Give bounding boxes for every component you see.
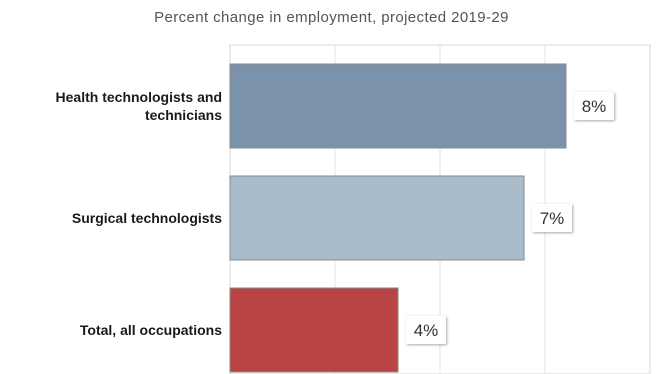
bar	[229, 63, 567, 149]
data-label-text: 4%	[414, 321, 439, 340]
category-tick-label: Health technologists and technicians	[56, 89, 223, 123]
data-label-box	[532, 204, 572, 232]
category-tick-label: Surgical technologists	[72, 210, 222, 226]
data-label: 4%	[406, 316, 446, 344]
category-tick-label-line: Total, all occupations	[80, 322, 222, 338]
category-tick-label-line: Health technologists and	[56, 89, 222, 105]
data-label-box	[574, 92, 614, 120]
category-tick-label-line: Surgical technologists	[72, 210, 222, 226]
bar	[229, 287, 399, 373]
data-label: 7%	[532, 204, 572, 232]
bar	[229, 175, 525, 261]
data-labels: 8% 7% 4%	[406, 92, 614, 344]
bars	[229, 63, 567, 373]
data-label: 8%	[574, 92, 614, 120]
data-label-text: 8%	[582, 97, 607, 116]
data-label-box	[406, 316, 446, 344]
category-tick-labels: Health technologists and technicians Surgi…	[56, 89, 223, 338]
chart-title: Percent change in employment, projected …	[154, 9, 509, 26]
category-tick-label-line: technicians	[145, 107, 222, 123]
data-label-text: 7%	[540, 209, 565, 228]
category-tick-label: Total, all occupations	[80, 322, 222, 338]
